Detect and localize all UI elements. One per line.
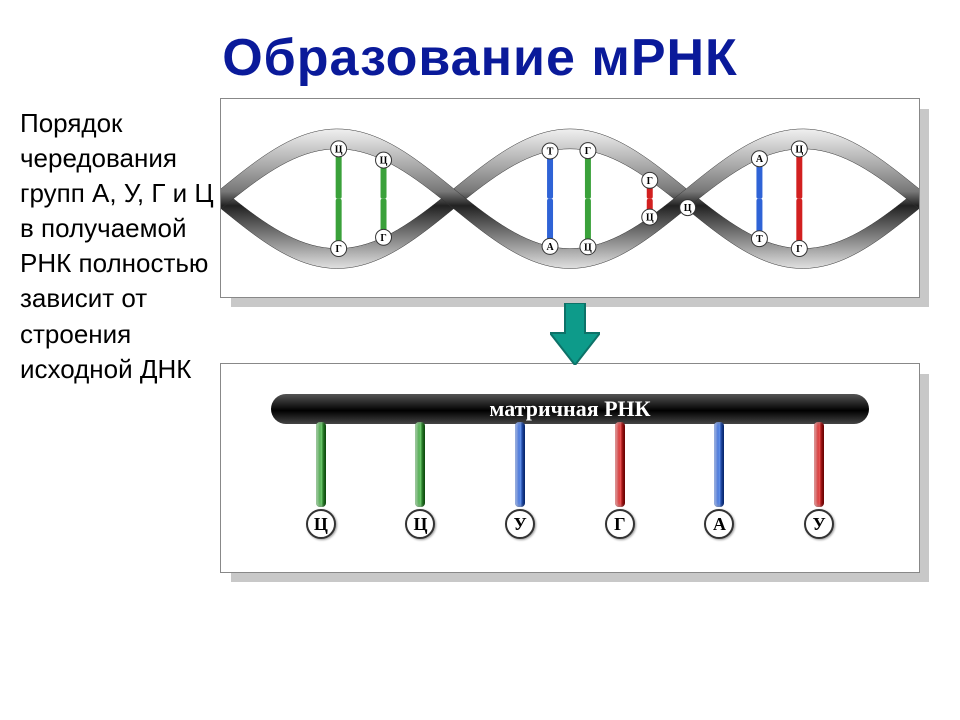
base-letter: У — [804, 509, 834, 539]
mrna-base: У — [804, 422, 834, 539]
page-title: Образование мРНК — [0, 0, 960, 88]
base-letter: Г — [605, 509, 635, 539]
base-stick — [415, 422, 425, 507]
svg-text:Ц: Ц — [584, 242, 592, 253]
diagram-area: Ц Г Ц Г Т А Г Ц Г Ц Ц А Т Ц Г матричная РНК Ц Ц У Г А У — [220, 98, 940, 573]
svg-text:Г: Г — [335, 244, 341, 255]
base-stick — [515, 422, 525, 507]
svg-text:Т: Т — [547, 147, 554, 158]
base-stick — [615, 422, 625, 507]
mrna-base: Ц — [306, 422, 336, 539]
mrna-base: Ц — [405, 422, 435, 539]
svg-text:Г: Г — [647, 176, 653, 187]
svg-text:А: А — [756, 154, 764, 165]
dna-helix: Ц Г Ц Г Т А Г Ц Г Ц Ц А Т Ц Г — [221, 99, 919, 298]
base-stick — [814, 422, 824, 507]
description-text: Порядок чередования групп А, У, Г и Ц в … — [20, 98, 220, 573]
svg-text:Ц: Ц — [335, 144, 343, 155]
svg-text:Ц: Ц — [684, 203, 692, 214]
base-stick — [316, 422, 326, 507]
svg-text:Г: Г — [796, 244, 802, 255]
base-letter: А — [704, 509, 734, 539]
mrna-panel: матричная РНК Ц Ц У Г А У — [220, 363, 920, 573]
base-letter: У — [505, 509, 535, 539]
base-letter: Ц — [405, 509, 435, 539]
svg-text:Ц: Ц — [646, 213, 654, 224]
mrna-strand-bar: матричная РНК — [271, 394, 869, 424]
base-letter: Ц — [306, 509, 336, 539]
svg-text:Г: Г — [585, 146, 591, 157]
svg-text:Ц: Ц — [795, 144, 803, 155]
mrna-base: А — [704, 422, 734, 539]
svg-text:А: А — [546, 242, 554, 253]
mrna-base: Г — [605, 422, 635, 539]
down-arrow-icon — [550, 303, 600, 370]
svg-text:Т: Т — [756, 234, 763, 245]
mrna-base: У — [505, 422, 535, 539]
mrna-bar-label: матричная РНК — [489, 396, 650, 422]
base-stick — [714, 422, 724, 507]
dna-panel: Ц Г Ц Г Т А Г Ц Г Ц Ц А Т Ц Г — [220, 98, 920, 298]
svg-text:Ц: Ц — [380, 156, 388, 167]
svg-text:Г: Г — [380, 233, 386, 244]
content-row: Порядок чередования групп А, У, Г и Ц в … — [0, 88, 960, 573]
mrna-bases-row: ЦЦУГАУ — [271, 422, 869, 539]
